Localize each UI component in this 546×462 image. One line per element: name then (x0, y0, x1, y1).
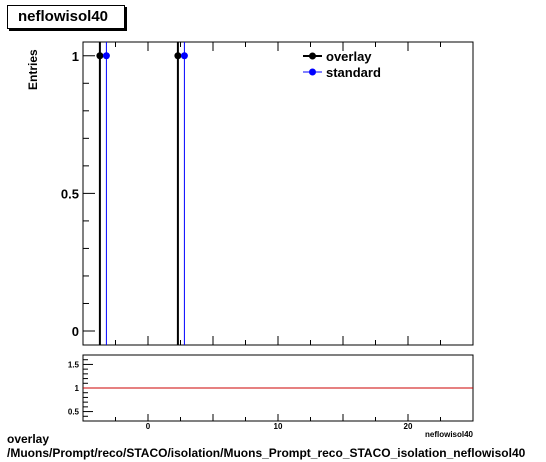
data-point (174, 52, 182, 60)
ratio-x-tick-label: 10 (274, 422, 283, 431)
data-point (102, 52, 110, 60)
histogram-title: neflowisol40 (7, 5, 125, 29)
legend-marker (309, 68, 316, 76)
data-point (180, 52, 188, 60)
ratio-x-tick-label: 20 (404, 422, 413, 431)
legend-label: standard (326, 65, 381, 80)
y-tick-label: 1 (72, 49, 79, 64)
main-plot-frame (82, 41, 474, 346)
ratio-y-tick-label: 1 (75, 384, 80, 393)
legend-marker (309, 52, 316, 60)
data-point (96, 52, 104, 60)
footer-line-1: overlay (7, 432, 50, 446)
legend-label: overlay (326, 49, 372, 64)
x-axis-label: neflowisol40 (425, 430, 474, 439)
footer-text: overlay /Muons/Prompt/reco/STACO/isolati… (7, 432, 546, 460)
y-tick-label: 0 (72, 324, 79, 339)
ratio-y-tick-label: 0.5 (68, 408, 80, 417)
ratio-y-tick-label: 1.5 (68, 360, 80, 369)
ratio-x-tick-label: 0 (146, 422, 151, 431)
y-tick-label: 0.5 (61, 186, 79, 201)
footer-line-2: /Muons/Prompt/reco/STACO/isolation/Muons… (7, 446, 526, 460)
